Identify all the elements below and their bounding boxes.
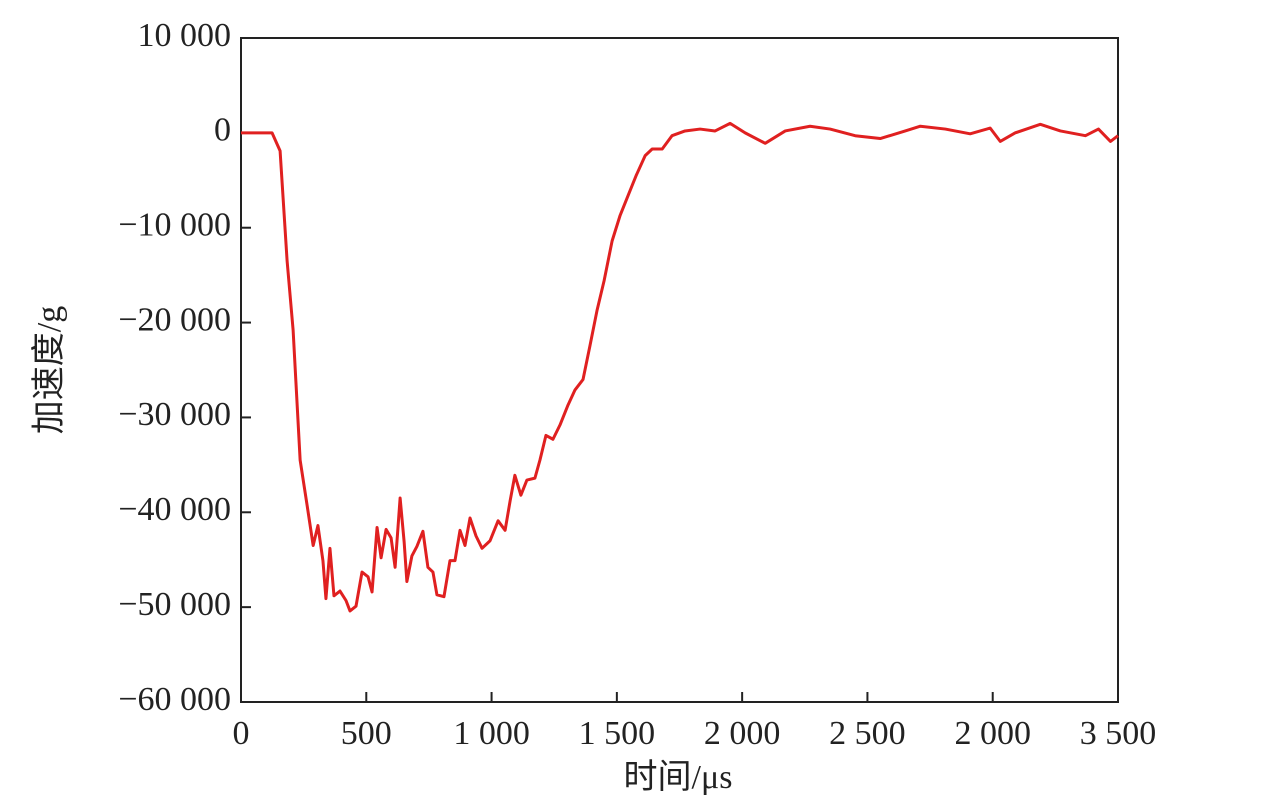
x-tick-label: 500	[341, 715, 392, 752]
data-line	[241, 121, 1119, 613]
y-tick-label: −60 000	[118, 681, 231, 718]
y-axis-label: 加速度/g	[30, 306, 68, 434]
y-tick-label: 0	[214, 112, 231, 149]
x-tick-label: 2 000	[954, 715, 1031, 752]
x-axis-label: 时间/μs	[624, 759, 733, 796]
y-tick-label: −40 000	[118, 491, 231, 528]
y-tick-label: −50 000	[118, 586, 231, 623]
x-tick-label: 1 500	[579, 715, 656, 752]
y-tick-label: −10 000	[118, 207, 231, 244]
x-tick-label: 2 000	[704, 715, 781, 752]
y-tick-label: −20 000	[118, 301, 231, 338]
plot-frame	[240, 37, 1119, 703]
y-tick-label: −30 000	[118, 396, 231, 433]
x-tick-label: 2 500	[829, 715, 906, 752]
x-tick-label: 3 500	[1080, 715, 1157, 752]
x-tick-label: 1 000	[453, 715, 530, 752]
y-tick-label: 10 000	[138, 17, 232, 54]
x-tick-label: 0	[233, 715, 250, 752]
